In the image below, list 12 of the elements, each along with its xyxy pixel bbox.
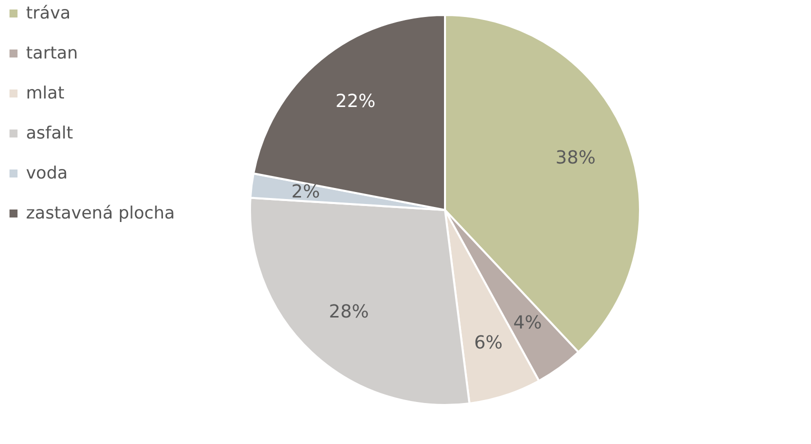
legend-label: zastavená plocha	[26, 204, 175, 224]
legend-label: voda	[26, 164, 68, 184]
data-label: 38%	[556, 147, 596, 168]
data-label: 2%	[291, 181, 320, 202]
legend-label: tráva	[26, 4, 71, 24]
data-label: 4%	[513, 312, 542, 334]
data-label: 6%	[474, 332, 503, 354]
legend-label: mlat	[26, 84, 65, 104]
data-label: 28%	[328, 301, 369, 322]
data-label: 22%	[336, 90, 376, 112]
legend-label: tartan	[26, 44, 78, 64]
legend-label: asfalt	[26, 124, 74, 144]
